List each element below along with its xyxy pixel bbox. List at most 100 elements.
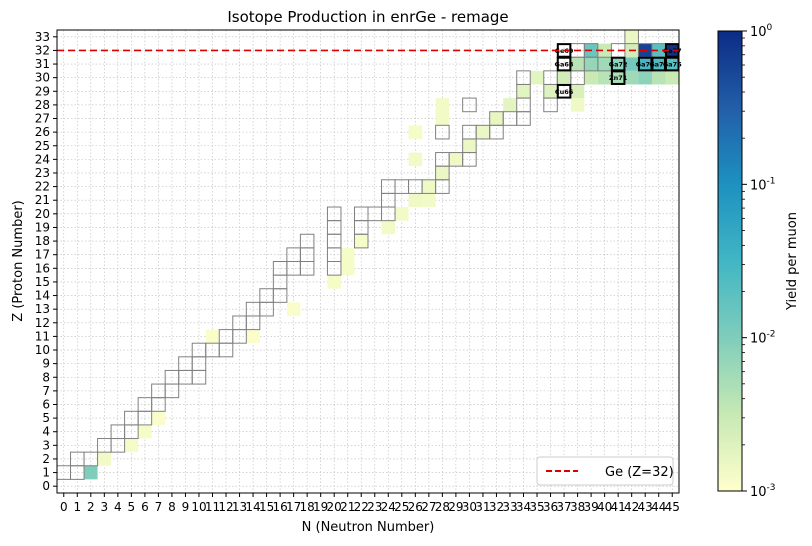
x-tick-label: 36: [543, 500, 558, 514]
y-tick-label: 30: [35, 71, 50, 85]
yield-cell: [408, 125, 423, 139]
x-tick-label: 22: [354, 500, 369, 514]
y-tick-label: 18: [35, 234, 50, 248]
yield-cell: [503, 98, 517, 112]
yield-cell: [570, 57, 585, 71]
x-tick-label: 18: [300, 500, 315, 514]
yield-cell: [84, 465, 98, 480]
x-tick-label: 11: [205, 500, 220, 514]
x-tick-label: 0: [60, 500, 68, 514]
x-tick-label: 28: [435, 500, 450, 514]
x-tick-label: 6: [141, 500, 149, 514]
x-tick-label: 23: [367, 500, 382, 514]
yield-cell: [462, 138, 477, 153]
colorbar-label: Yield per muon: [785, 212, 800, 311]
x-tick-label: 38: [570, 500, 585, 514]
x-axis-label: N (Neutron Number): [302, 520, 435, 535]
x-tick-label: 10: [191, 500, 206, 514]
y-tick-label: 9: [42, 357, 50, 371]
x-tick-label: 40: [597, 500, 612, 514]
y-tick-label: 22: [35, 180, 50, 194]
x-tick-label: 44: [651, 500, 666, 514]
y-tick-label: 17: [35, 248, 50, 262]
yield-cell: [489, 111, 504, 126]
chart-title: Isotope Production in enrGe - remage: [227, 8, 508, 26]
yield-cell: [638, 57, 652, 71]
yield-cell: [340, 247, 355, 262]
isotope-label: Ga72: [609, 61, 628, 69]
y-tick-label: 12: [35, 316, 50, 330]
yield-cell: [597, 43, 612, 58]
x-tick-label: 43: [638, 500, 653, 514]
x-tick-label: 12: [218, 500, 233, 514]
yield-cell: [422, 193, 436, 208]
yield-cell: [611, 57, 625, 71]
legend: Ge (Z=32): [536, 456, 674, 486]
isotope-label: Zn71: [609, 74, 628, 82]
yield-cell: [543, 84, 558, 99]
x-tick-label: 35: [529, 500, 544, 514]
y-tick-label: 15: [35, 275, 50, 289]
nuclide-outline: [516, 70, 531, 85]
x-tick-label: 31: [475, 500, 490, 514]
colorbar-tick-label: 10-2: [750, 330, 776, 347]
x-tick-label: 20: [327, 500, 342, 514]
y-tick-label: 3: [42, 438, 50, 452]
yield-cell: [138, 424, 152, 439]
yield-cell: [422, 179, 436, 194]
yield-cell: [327, 275, 341, 289]
isotope-label: Ge77: [663, 47, 682, 55]
yield-cell: [435, 111, 450, 126]
isotope-label: Ga75: [649, 61, 668, 69]
y-axis-label: Z (Proton Number): [11, 200, 26, 321]
x-tick-label: 24: [381, 500, 396, 514]
yield-cell: [124, 438, 139, 453]
plot-frame: [56, 29, 680, 494]
y-tick-label: 2: [42, 452, 50, 466]
x-tick-label: 14: [245, 500, 260, 514]
nuclide-outline: [462, 97, 477, 113]
highlight-box: [610, 70, 626, 85]
yield-cell: [611, 70, 625, 85]
x-tick-label: 16: [272, 500, 287, 514]
yield-cell: [381, 220, 396, 235]
yield-cell: [570, 84, 585, 99]
yield-cell: [354, 234, 368, 248]
y-tick-label: 14: [35, 289, 50, 303]
y-tick-label: 25: [35, 139, 50, 153]
legend-label: Ge (Z=32): [605, 465, 674, 480]
legend-box: [536, 456, 674, 486]
x-tick-label: 37: [556, 500, 571, 514]
x-tick-label: 15: [259, 500, 274, 514]
x-tick-label: 32: [489, 500, 504, 514]
x-tick-label: 25: [394, 500, 409, 514]
y-tick-label: 10: [35, 343, 50, 357]
x-tick-label: 41: [611, 500, 626, 514]
x-tick-label: 2: [87, 500, 95, 514]
y-tick-label: 24: [35, 152, 50, 166]
y-tick-label: 26: [35, 125, 50, 139]
x-tick-label: 5: [128, 500, 136, 514]
x-tick-label: 33: [502, 500, 517, 514]
yield-cell: [651, 57, 666, 71]
nuclide-outline: [326, 206, 342, 222]
yield-cell: [449, 152, 463, 167]
yield-cell: [624, 70, 639, 85]
y-tick-label: 32: [35, 43, 50, 57]
colorbar-gradient: [717, 30, 743, 492]
x-tick-label: 19: [313, 500, 328, 514]
y-tick-label: 19: [35, 220, 50, 234]
colorbar: 100 10-1 10-2 10-3 Yield per muon: [717, 23, 800, 500]
y-tick-label: 8: [42, 370, 50, 384]
x-tick-label: 21: [340, 500, 355, 514]
yield-cell: [665, 57, 679, 71]
isotope-label: Ga74: [636, 61, 655, 69]
y-tick-label: 16: [35, 261, 50, 275]
yield-cell: [624, 57, 639, 71]
y-tick-label: 21: [35, 193, 50, 207]
colorbar-tick-label: 10-1: [750, 176, 776, 193]
y-tick-label: 4: [42, 425, 50, 439]
yield-cell: [597, 70, 612, 85]
yield-cell: [665, 70, 679, 85]
